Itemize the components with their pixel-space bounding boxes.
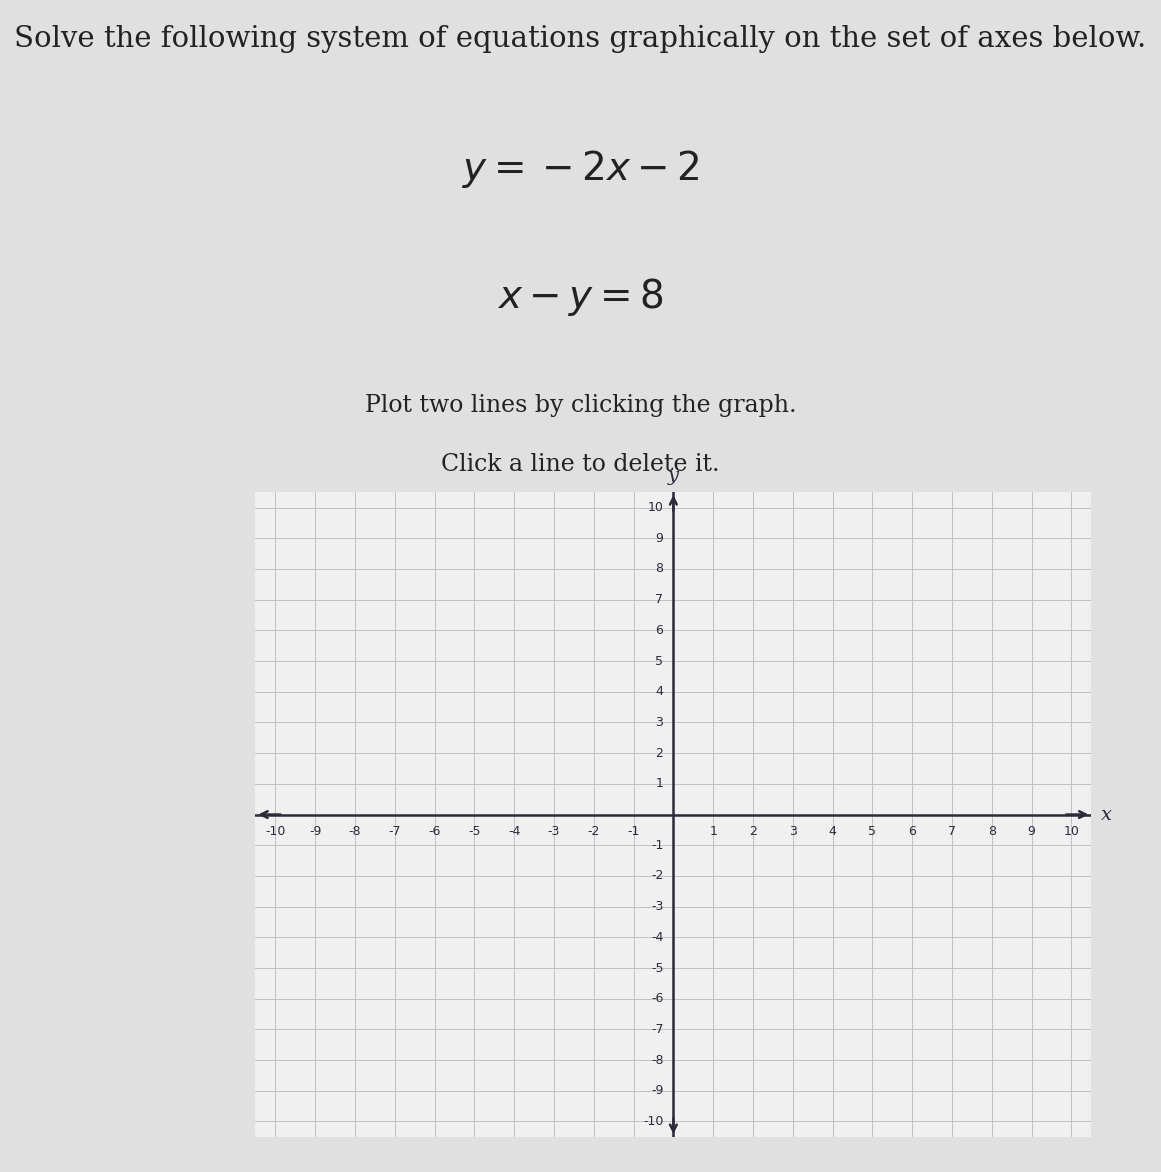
Text: -8: -8 <box>651 1054 663 1067</box>
Text: 4: 4 <box>656 686 663 699</box>
Text: -9: -9 <box>309 825 322 838</box>
Text: 7: 7 <box>656 593 663 606</box>
Text: -9: -9 <box>651 1084 663 1097</box>
Text: 8: 8 <box>656 563 663 575</box>
Text: 10: 10 <box>1063 825 1080 838</box>
Text: 9: 9 <box>656 532 663 545</box>
Text: Plot two lines by clicking the graph.: Plot two lines by clicking the graph. <box>365 394 796 417</box>
Text: -6: -6 <box>651 993 663 1006</box>
Text: $y = -2x - 2$: $y = -2x - 2$ <box>462 148 699 190</box>
Text: -10: -10 <box>643 1115 663 1127</box>
Text: -2: -2 <box>587 825 600 838</box>
Text: -1: -1 <box>627 825 640 838</box>
Text: -4: -4 <box>651 931 663 943</box>
Text: 5: 5 <box>868 825 877 838</box>
Text: 7: 7 <box>949 825 956 838</box>
Text: -3: -3 <box>651 900 663 913</box>
Text: -10: -10 <box>265 825 286 838</box>
Text: -6: -6 <box>428 825 441 838</box>
Text: -4: -4 <box>509 825 520 838</box>
Text: -3: -3 <box>548 825 560 838</box>
Text: -7: -7 <box>389 825 401 838</box>
Text: 5: 5 <box>656 655 663 668</box>
Text: $x - y = 8$: $x - y = 8$ <box>497 275 664 318</box>
Text: 10: 10 <box>648 502 663 515</box>
Text: 1: 1 <box>656 777 663 790</box>
Text: Click a line to delete it.: Click a line to delete it. <box>441 452 720 476</box>
Text: -8: -8 <box>348 825 361 838</box>
Text: 3: 3 <box>788 825 796 838</box>
Text: Solve the following system of equations graphically on the set of axes below.: Solve the following system of equations … <box>14 25 1147 53</box>
Text: 9: 9 <box>1027 825 1036 838</box>
Text: 6: 6 <box>656 624 663 636</box>
Text: 6: 6 <box>908 825 916 838</box>
Text: 2: 2 <box>656 747 663 759</box>
Text: 4: 4 <box>829 825 837 838</box>
Text: -5: -5 <box>651 961 663 974</box>
Text: 2: 2 <box>749 825 757 838</box>
Text: -1: -1 <box>651 839 663 852</box>
Text: -5: -5 <box>468 825 481 838</box>
Text: 1: 1 <box>709 825 717 838</box>
Text: -7: -7 <box>651 1023 663 1036</box>
Text: 8: 8 <box>988 825 996 838</box>
Text: x: x <box>1102 805 1112 824</box>
Text: -2: -2 <box>651 870 663 883</box>
Text: 3: 3 <box>656 716 663 729</box>
Text: y: y <box>668 466 679 484</box>
